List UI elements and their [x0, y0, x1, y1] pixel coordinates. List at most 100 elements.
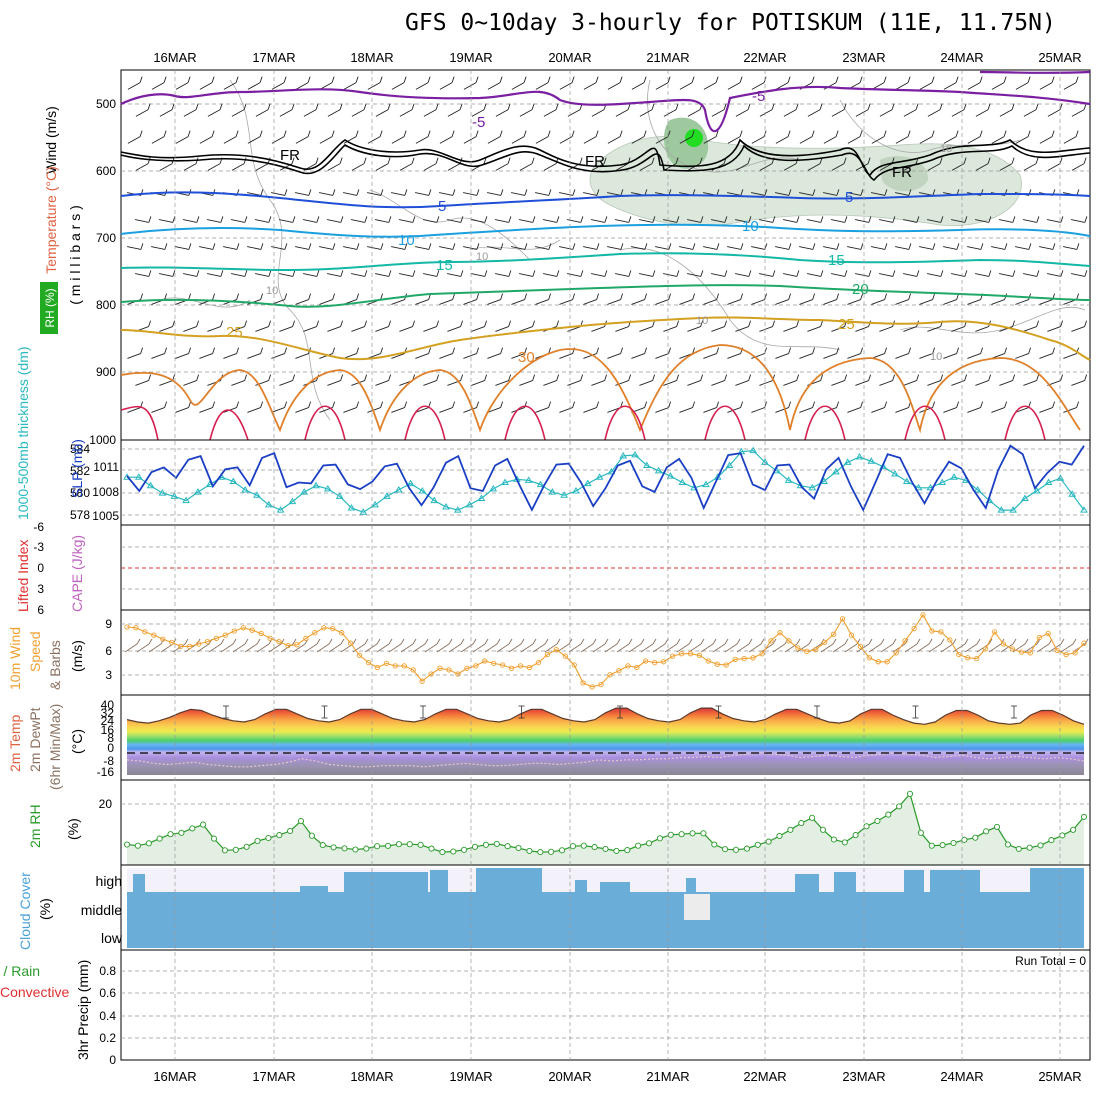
upper-barb-406: [271, 353, 285, 359]
wind10-barb-41: [616, 643, 630, 653]
tick-t-0: 0: [107, 741, 114, 755]
wind10-barb-56: [796, 643, 810, 653]
upper-barb-104: [703, 136, 717, 144]
upper-barb-102: [655, 136, 669, 144]
upper-barb-432: [895, 353, 909, 359]
upper-barb-tick-428: [812, 347, 816, 354]
date-gridlines: [174, 70, 1061, 1060]
date-top-8: 24MAR: [940, 50, 983, 65]
tick-t-32: 32: [101, 706, 115, 720]
upper-barb-tick-111: [883, 130, 887, 137]
upper-barb-332: [415, 299, 429, 305]
rh2m-point-87: [1070, 826, 1077, 833]
upper-barb-tick-100: [619, 130, 623, 137]
wind10-point-61: [669, 653, 676, 659]
upper-barb-tick-190: [860, 189, 864, 196]
upper-barb-302: [663, 273, 677, 277]
upper-barb-tick-70: [867, 103, 871, 110]
upper-barb-316: [999, 273, 1013, 277]
upper-barb-76: [999, 109, 1013, 117]
upper-barb-tick-420: [620, 347, 624, 354]
upper-barb-392: [903, 326, 917, 332]
upper-barb-tick-463: [700, 374, 704, 381]
upper-barb-146: [759, 163, 773, 171]
upper-barb-169: [343, 192, 357, 196]
rh2m-point-60: [776, 832, 783, 840]
rh2m-point-57: [743, 845, 750, 852]
upper-barb-150: [855, 163, 869, 171]
rh2m-point-41: [569, 843, 576, 850]
wind10-point-94: [965, 655, 971, 661]
upper-barb-225: [735, 219, 749, 223]
cloud-high-bar-3: [430, 870, 448, 892]
upper-barb-229: [831, 219, 845, 223]
date-top-1: 17MAR: [252, 50, 295, 65]
wind10-point-70: [750, 655, 756, 661]
upper-barb-143: [687, 163, 701, 171]
thickness-point-14: [288, 497, 297, 505]
upper-barb-189: [823, 192, 837, 196]
upper-barb-350: [847, 299, 861, 305]
upper-barb-tick-170: [380, 189, 384, 196]
upper-barb-tick-209: [364, 216, 368, 223]
rh2m-point-22: [363, 845, 370, 852]
wind10-point-93: [956, 651, 962, 658]
wind10-barb-tick-35: [556, 638, 561, 645]
upper-barb-tick-255: [500, 243, 504, 250]
upper-barb-99: [583, 136, 597, 144]
upper-barb-tick-372: [436, 320, 440, 327]
upper-barb-260: [607, 246, 621, 250]
upper-barb-tick-214: [484, 216, 488, 223]
upper-barb-358: [1039, 299, 1053, 305]
upper-barb-147: [783, 163, 797, 171]
upper-barb-tick-405: [260, 347, 264, 354]
upper-barb-tick-483: [212, 401, 216, 408]
upper-barb-tick-458: [580, 374, 584, 381]
wind10-point-75: [795, 645, 801, 651]
wind10-barb-27: [448, 643, 462, 653]
upper-barb-tick-477: [1036, 374, 1040, 381]
upper-barb-227: [783, 219, 797, 223]
wind10-barb-70: [964, 643, 978, 653]
upper-barb-tick-365: [268, 320, 272, 327]
upper-barb-429: [823, 353, 837, 359]
upper-barb-5: [247, 82, 261, 90]
upper-barb-44: [231, 109, 245, 117]
upper-barb-446: [279, 380, 293, 386]
upper-barb-204: [231, 219, 245, 223]
upper-barb-tick-493: [452, 401, 456, 408]
wind10-barb-tick-19: [364, 638, 369, 645]
upper-barb-tick-505: [740, 401, 744, 408]
upper-barb-6: [271, 82, 285, 90]
upper-barb-tick-433: [932, 347, 936, 354]
upper-barb-tick-210: [388, 216, 392, 223]
wind10-barb-tick-58: [832, 638, 837, 645]
upper-barb-15: [487, 82, 501, 90]
thickness-point-24: [406, 479, 415, 487]
upper-barb-476: [999, 380, 1013, 386]
upper-barb-391: [879, 326, 893, 332]
upper-barb-tick-507: [788, 401, 792, 408]
thickness-markers: [123, 446, 1088, 515]
upper-barb-373: [447, 326, 461, 332]
tick-t-40: 40: [101, 698, 115, 712]
upper-barb-tick-287: [316, 270, 320, 277]
label-10-gray-d: 10: [930, 351, 942, 363]
wind10-point-16: [267, 635, 273, 641]
upper-barb-tick-350: [860, 293, 864, 300]
upper-barb-75: [975, 109, 989, 117]
upper-barb-269: [823, 246, 837, 250]
cloud-high-bar-6: [600, 882, 630, 892]
upper-barb-94: [463, 136, 477, 144]
date-bottom-0: 16MAR: [153, 1069, 196, 1084]
upper-barb-505: [727, 407, 741, 413]
upper-barb-63: [687, 109, 701, 117]
upper-barb-tick-377: [556, 320, 560, 327]
wind10-point-57: [634, 664, 640, 671]
upper-barb-tick-318: [1060, 270, 1064, 277]
slp-line: [126, 444, 1085, 512]
upper-barb-tick-291: [412, 270, 416, 277]
date-top-5: 21MAR: [646, 50, 689, 65]
wind10-point-80: [839, 616, 846, 622]
wind10-point-39: [473, 663, 479, 669]
